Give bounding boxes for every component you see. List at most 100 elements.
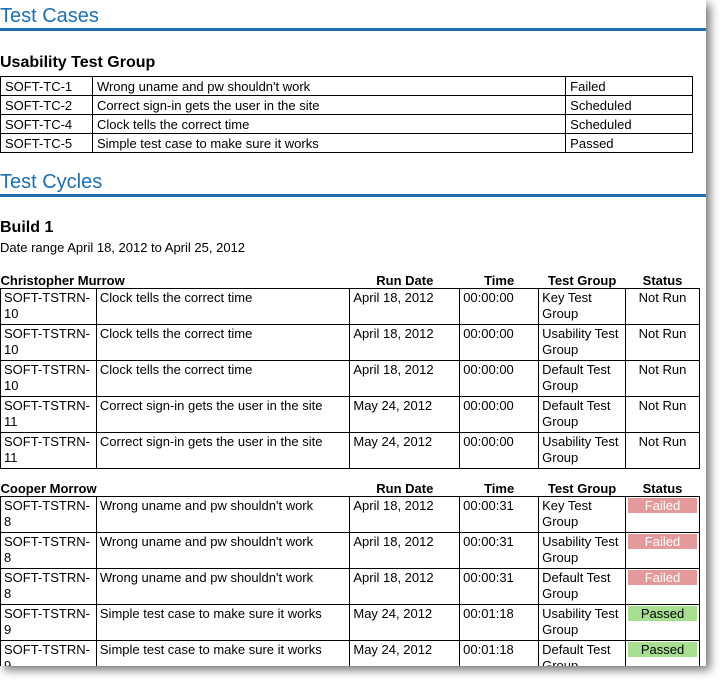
run-time: 00:00:00	[459, 432, 540, 469]
status-badge: Not Run	[638, 326, 687, 341]
run-status-cell: Not Run	[625, 396, 700, 433]
build-title: Build 1	[0, 219, 54, 236]
run-id: SOFT-TSTRN-10	[0, 324, 97, 361]
run-test-group: Usability Test Group	[538, 532, 627, 569]
run-test-group: Default Test Group	[538, 360, 627, 397]
run-name: Simple test case to make sure it works	[95, 604, 351, 641]
status-badge: Failed	[628, 534, 697, 549]
run-test-group: Default Test Group	[538, 640, 627, 666]
run-id: SOFT-TSTRN-11	[0, 396, 97, 433]
status-badge: Not Run	[638, 434, 687, 449]
run-date: April 18, 2012	[349, 496, 461, 533]
table-row: SOFT-TSTRN-11 Correct sign-in gets the u…	[0, 432, 700, 469]
run-time: 00:01:18	[459, 604, 540, 641]
test-case-id: SOFT-TC-4	[0, 114, 93, 134]
status-badge: Failed	[628, 498, 697, 513]
run-status-cell: Failed	[625, 568, 700, 605]
run-time: 00:00:00	[459, 324, 540, 361]
test-case-status: Passed	[565, 133, 693, 153]
run-time: 00:00:31	[459, 496, 540, 533]
run-time: 00:00:00	[459, 360, 540, 397]
test-cases-heading: Test Cases	[0, 4, 706, 31]
table-row: SOFT-TC-2 Correct sign-in gets the user …	[0, 95, 693, 115]
test-case-name: Correct sign-in gets the user in the sit…	[91, 95, 567, 115]
run-time: 00:01:18	[459, 640, 540, 666]
usability-group-title: Usability Test Group	[0, 54, 156, 71]
run-test-group: Usability Test Group	[538, 432, 627, 469]
run-id: SOFT-TSTRN-9	[0, 604, 97, 641]
table-row: SOFT-TSTRN-10 Clock tells the correct ti…	[0, 288, 700, 325]
run-name: Wrong uname and pw shouldn't work	[95, 568, 351, 605]
run-test-group: Usability Test Group	[538, 604, 627, 641]
run-status-cell: Passed	[625, 640, 700, 666]
run-test-group: Key Test Group	[538, 496, 627, 533]
run-status-cell: Not Run	[625, 432, 700, 469]
tester-runs-table: Christopher Murrow Run Date Time Test Gr…	[0, 270, 700, 469]
table-row: SOFT-TSTRN-10 Clock tells the correct ti…	[0, 324, 700, 361]
run-name: Wrong uname and pw shouldn't work	[95, 532, 351, 569]
test-case-status: Scheduled	[565, 95, 693, 115]
run-date: April 18, 2012	[349, 288, 461, 325]
table-row: SOFT-TSTRN-8 Wrong uname and pw shouldn'…	[0, 532, 700, 569]
run-name: Clock tells the correct time	[95, 360, 351, 397]
test-case-name: Simple test case to make sure it works	[91, 133, 567, 153]
table-row: SOFT-TSTRN-10 Clock tells the correct ti…	[0, 360, 700, 397]
run-status-cell: Not Run	[625, 324, 700, 361]
run-date: April 18, 2012	[349, 568, 461, 605]
table-row: SOFT-TC-1 Wrong uname and pw shouldn't w…	[0, 76, 693, 96]
run-name: Correct sign-in gets the user in the sit…	[95, 396, 351, 433]
tester-name: Christopher Murrow	[0, 273, 125, 288]
run-date: May 24, 2012	[349, 640, 461, 666]
status-badge: Passed	[628, 606, 697, 621]
table-header-row: Cooper Morrow Run Date Time Test Group S…	[1, 478, 700, 497]
column-header-status: Status	[642, 273, 683, 288]
run-time: 00:00:31	[459, 568, 540, 605]
run-id: SOFT-TSTRN-9	[0, 640, 97, 666]
test-cases-table: SOFT-TC-1 Wrong uname and pw shouldn't w…	[0, 76, 693, 153]
test-case-status: Failed	[565, 76, 693, 96]
run-id: SOFT-TSTRN-10	[0, 360, 97, 397]
run-id: SOFT-TSTRN-10	[0, 288, 97, 325]
run-date: May 24, 2012	[349, 604, 461, 641]
column-header-run-date: Run Date	[376, 273, 434, 288]
run-status-cell: Failed	[625, 532, 700, 569]
test-case-id: SOFT-TC-1	[0, 76, 93, 96]
run-name: Clock tells the correct time	[95, 288, 351, 325]
date-range: Date range April 18, 2012 to April 25, 2…	[0, 240, 246, 255]
run-id: SOFT-TSTRN-11	[0, 432, 97, 469]
report-document: Test Cases Usability Test Group SOFT-TC-…	[0, 4, 706, 666]
run-time: 00:00:00	[459, 396, 540, 433]
run-id: SOFT-TSTRN-8	[0, 568, 97, 605]
test-case-status: Scheduled	[565, 114, 693, 134]
run-name: Wrong uname and pw shouldn't work	[95, 496, 351, 533]
table-row: SOFT-TSTRN-8 Wrong uname and pw shouldn'…	[0, 496, 700, 533]
table-row: SOFT-TSTRN-9 Simple test case to make su…	[0, 604, 700, 641]
run-test-group: Key Test Group	[538, 288, 627, 325]
run-date: April 18, 2012	[349, 324, 461, 361]
run-status-cell: Failed	[625, 496, 700, 533]
tester-name: Cooper Morrow	[0, 481, 97, 496]
column-header-status: Status	[642, 481, 683, 496]
run-test-group: Default Test Group	[538, 396, 627, 433]
run-status-cell: Not Run	[625, 288, 700, 325]
table-row: SOFT-TSTRN-9 Simple test case to make su…	[0, 640, 700, 666]
test-case-id: SOFT-TC-5	[0, 133, 93, 153]
run-time: 00:00:00	[459, 288, 540, 325]
run-test-group: Default Test Group	[538, 568, 627, 605]
run-status-cell: Not Run	[625, 360, 700, 397]
run-date: May 24, 2012	[349, 396, 461, 433]
run-id: SOFT-TSTRN-8	[0, 496, 97, 533]
test-case-name: Wrong uname and pw shouldn't work	[91, 76, 567, 96]
status-badge: Not Run	[638, 290, 687, 305]
table-row: SOFT-TC-5 Simple test case to make sure …	[0, 133, 693, 153]
run-date: May 24, 2012	[349, 432, 461, 469]
column-header-time: Time	[484, 481, 515, 496]
run-date: April 18, 2012	[349, 360, 461, 397]
status-badge: Not Run	[638, 398, 687, 413]
run-date: April 18, 2012	[349, 532, 461, 569]
status-badge: Not Run	[638, 362, 687, 377]
column-header-run-date: Run Date	[376, 481, 434, 496]
table-row: SOFT-TSTRN-11 Correct sign-in gets the u…	[0, 396, 700, 433]
run-status-cell: Passed	[625, 604, 700, 641]
run-name: Correct sign-in gets the user in the sit…	[95, 432, 351, 469]
